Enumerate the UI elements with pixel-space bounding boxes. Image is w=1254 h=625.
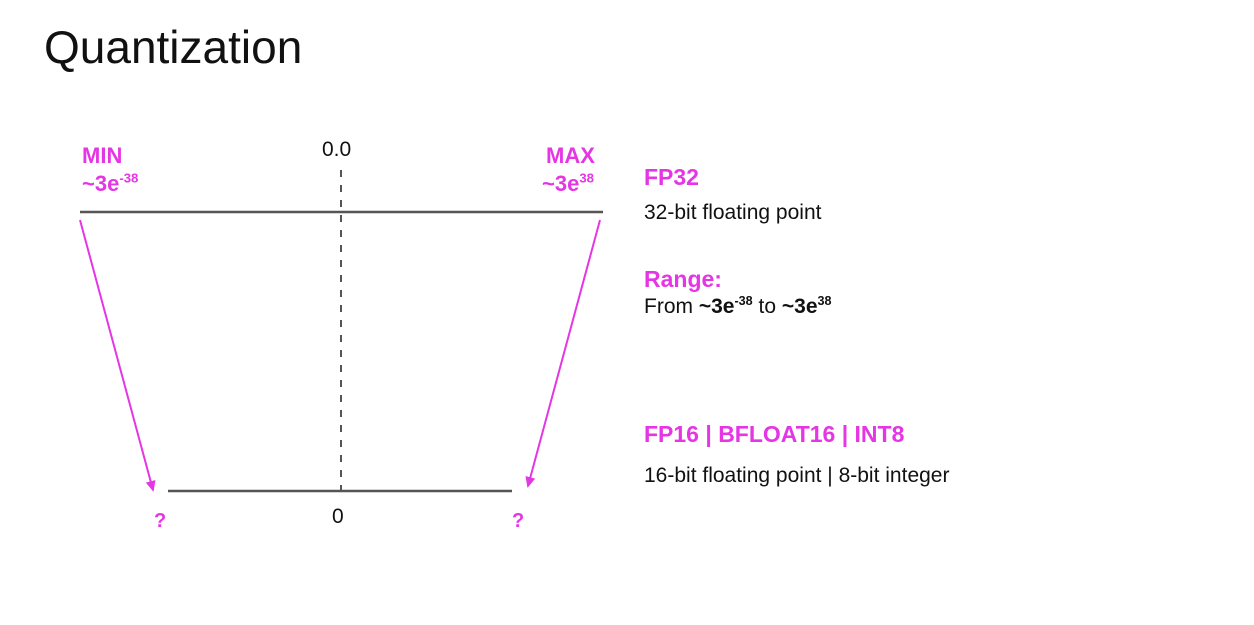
unknown-min-label: ? bbox=[154, 510, 167, 532]
fp32-heading: FP32 bbox=[644, 164, 699, 190]
zero-label-top: 0.0 bbox=[322, 138, 352, 161]
lower-formats-heading: FP16 | BFLOAT16 | INT8 bbox=[644, 421, 905, 447]
page-title: Quantization bbox=[44, 21, 303, 73]
min-mapping-arrow bbox=[79, 219, 156, 492]
max-label: MAX bbox=[546, 143, 595, 168]
range-text: From ~3e-38 to ~3e38 bbox=[644, 294, 832, 318]
max-value: ~3e38 bbox=[542, 170, 594, 196]
zero-label-bottom: 0 bbox=[332, 505, 344, 528]
max-mapping-arrow bbox=[525, 219, 601, 488]
min-value: ~3e-38 bbox=[82, 170, 139, 196]
min-label: MIN bbox=[82, 143, 123, 168]
lower-formats-description: 16-bit floating point | 8-bit integer bbox=[644, 464, 950, 487]
fp32-description: 32-bit floating point bbox=[644, 201, 822, 224]
unknown-max-label: ? bbox=[512, 510, 525, 532]
range-heading: Range: bbox=[644, 266, 722, 292]
